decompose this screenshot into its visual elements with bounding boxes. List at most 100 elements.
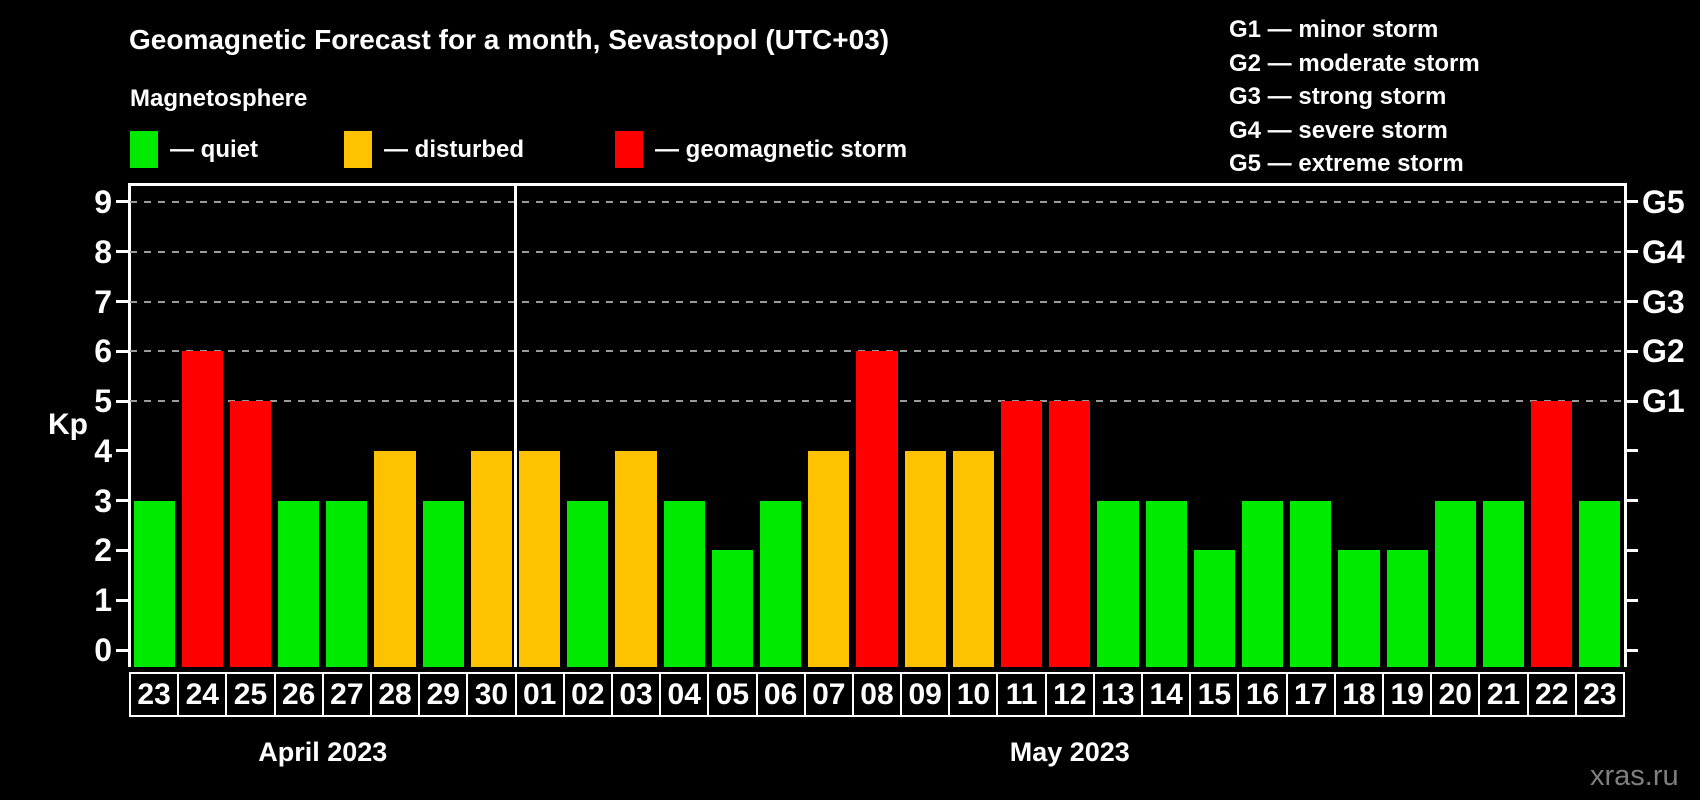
day-label-box: 01 <box>514 672 565 717</box>
right-axis-label-g4: G4 <box>1642 233 1685 270</box>
bar <box>1531 401 1573 667</box>
y-axis-line <box>128 183 131 667</box>
right-axis-label-g2: G2 <box>1642 333 1685 370</box>
right-axis-tick <box>1624 648 1638 652</box>
bar <box>1579 500 1621 667</box>
day-label-box: 06 <box>755 672 806 717</box>
day-label-box: 03 <box>610 672 662 717</box>
day-label-box: 20 <box>1430 672 1481 717</box>
day-label-box: 23 <box>1574 672 1625 717</box>
month-label: April 2023 <box>258 737 388 767</box>
bar <box>1290 500 1332 667</box>
right-axis-tick <box>1624 399 1638 403</box>
right-axis-tick <box>1624 200 1638 204</box>
day-label-box: 16 <box>1237 672 1288 717</box>
day-label-box: 15 <box>1189 672 1240 717</box>
day-label-box: 29 <box>418 672 469 717</box>
g-legend-line-g2: G2 — moderate storm <box>1229 49 1480 77</box>
right-axis-tick <box>1624 250 1638 254</box>
bar <box>326 500 368 667</box>
y-axis-tick <box>116 499 130 503</box>
bar <box>856 351 898 667</box>
y-axis-tick <box>116 250 130 254</box>
bar <box>615 450 657 667</box>
disturbed-color-swatch <box>344 131 372 168</box>
right-axis-label-g3: G3 <box>1642 283 1685 320</box>
bar <box>133 500 175 667</box>
gridline-kp7 <box>130 300 1624 303</box>
y-axis-tick-label: 1 <box>94 582 112 619</box>
bar <box>422 500 464 667</box>
gridline-kp8 <box>130 250 1624 253</box>
day-label-box: 14 <box>1141 672 1192 717</box>
g-legend-line-g1: G1 — minor storm <box>1229 16 1439 43</box>
y-axis-tick <box>116 399 130 403</box>
day-label-box: 04 <box>659 672 710 717</box>
day-label-box: 23 <box>129 672 180 717</box>
right-axis-line <box>1624 183 1627 667</box>
day-label-box: 27 <box>321 672 372 717</box>
storm-color-swatch <box>615 131 643 168</box>
bar <box>374 450 416 667</box>
day-label-box: 21 <box>1478 672 1529 717</box>
bar <box>1145 500 1187 667</box>
right-axis-tick <box>1624 349 1638 353</box>
legend-label-quiet: — quiet <box>170 136 258 163</box>
watermark: xras.ru <box>1590 760 1679 792</box>
y-axis-tick-label: 3 <box>94 482 112 519</box>
y-axis-tick-label: 8 <box>94 233 112 270</box>
right-axis-tick <box>1624 499 1638 503</box>
g-scale-legend: G1 — minor storm G2 — moderate storm G3 … <box>1229 13 1480 181</box>
bar <box>567 500 609 667</box>
day-label-box: 07 <box>803 672 854 717</box>
day-label-box: 22 <box>1526 672 1577 717</box>
month-separator-line <box>514 183 518 667</box>
day-label-box: 25 <box>225 672 276 717</box>
y-axis-tick <box>116 598 130 602</box>
month-label: May 2023 <box>1009 737 1130 767</box>
right-axis-tick <box>1624 449 1638 453</box>
day-label-box: 26 <box>273 672 324 717</box>
bar <box>1049 401 1091 667</box>
day-label-box: 28 <box>369 672 421 717</box>
bar <box>229 401 272 667</box>
chart-title: Geomagnetic Forecast for a month, Sevast… <box>129 24 890 55</box>
right-axis-tick <box>1624 300 1638 304</box>
bar <box>663 500 705 667</box>
bar <box>1434 500 1476 667</box>
bar <box>760 500 802 667</box>
bar <box>181 351 223 667</box>
y-axis-tick <box>116 349 130 353</box>
g-legend-line-g5: G5 — extreme storm <box>1229 150 1464 178</box>
right-axis-label-g1: G1 <box>1642 383 1685 420</box>
right-axis-tick <box>1624 598 1638 602</box>
bar <box>711 550 753 667</box>
bar <box>952 450 994 667</box>
plot-area <box>130 183 1624 667</box>
bar <box>1241 500 1284 667</box>
plot-top-border <box>130 183 1627 186</box>
gridline-kp9 <box>130 200 1624 203</box>
y-axis-tick <box>116 200 130 204</box>
y-axis-title: Kp <box>48 408 88 441</box>
y-axis-tick-label: 9 <box>94 183 112 220</box>
g-legend-line-g3: G3 — strong storm <box>1229 83 1447 111</box>
bar <box>808 450 850 667</box>
day-label-box: 30 <box>466 672 517 717</box>
bar <box>1338 550 1380 667</box>
y-axis-tick <box>116 300 130 304</box>
bar <box>1097 500 1139 667</box>
day-label-box: 10 <box>948 672 999 717</box>
x-axis-day-labels: 23 24 25 26 27 28 29 30 01 02 03 04 05 06 07 08 09 10 11 12… <box>129 672 1625 717</box>
day-label-box: 08 <box>851 672 903 717</box>
y-axis-tick-label: 4 <box>94 432 112 469</box>
g-legend-line-g4: G4 — severe storm <box>1229 116 1448 144</box>
y-axis-tick <box>116 648 130 652</box>
day-label-box: 09 <box>900 672 951 717</box>
day-label-box: 02 <box>562 672 613 717</box>
day-label-box: 05 <box>707 672 758 717</box>
y-axis-tick-label: 2 <box>94 532 112 569</box>
bar <box>1193 550 1235 667</box>
day-label-box: 19 <box>1382 672 1433 717</box>
